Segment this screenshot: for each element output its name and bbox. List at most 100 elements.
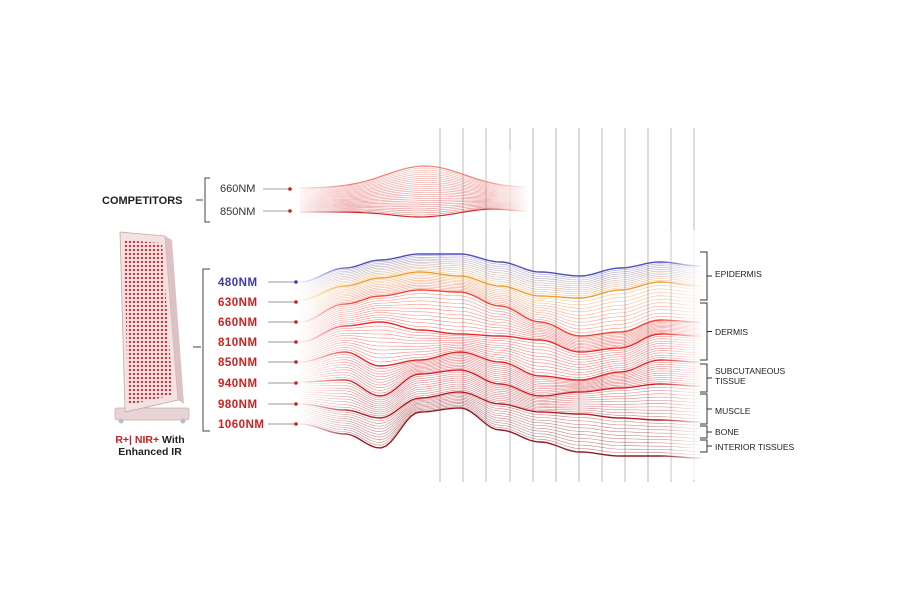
wavelength-labels: 480NM 630NM 660NM 810NM 850NM 940NM 980NM 1060N… [218,277,298,431]
wave-line [296,288,701,333]
wave-line [296,364,702,391]
red-light-panel-device [114,231,190,424]
wavelength-pointer-dot [294,360,298,364]
band-fade-left [296,230,356,480]
wave-line [296,385,702,413]
wavelength-label: 850NM [218,357,258,369]
wave-line [296,297,701,340]
band-fade-right [660,230,705,480]
competitor-fade-right [480,150,530,230]
wavelength-pointer-dot [294,402,298,406]
wavelength-label: 660NM [218,317,258,329]
wave-line [296,394,701,429]
wavelength-pointer-dot [294,422,298,426]
wave-line [296,391,701,423]
wave-line [296,401,701,446]
wave-line [295,332,702,360]
wave-line [296,351,701,381]
wave-line [296,368,701,395]
wavelength-label: 980NM [218,399,258,411]
wave-line [296,361,702,388]
wave-line [296,278,702,313]
wave-line [295,265,702,294]
wave-line-bottom [296,407,701,459]
wave-line [296,271,702,301]
wave-line [296,319,701,351]
layer-bracket [700,439,712,453]
layer-bracket [700,425,712,439]
device-caption-line2: Enhanced IR [118,446,182,458]
wave-line [296,293,702,338]
wavelength-pointer-dot [294,280,298,284]
wave-line [296,281,701,319]
wave-line [296,273,702,303]
competitor-arrows [263,187,292,213]
wavelength-pointer-dot [294,381,298,385]
layer-bracket [700,393,712,425]
wavelength-label: 1060NM [218,419,264,431]
wave-line [296,389,701,419]
wave-line [296,353,702,382]
wave-line [296,344,701,373]
layer-label: INTERIOR TISSUES [715,442,795,452]
wave-line [296,258,702,288]
wave-line [296,359,701,386]
wavelength-label: 630NM [218,297,258,309]
wave-line [295,356,701,384]
wave-line [296,275,701,306]
wave-line [296,404,702,452]
wave-line [296,406,701,455]
wave-line [296,387,702,416]
wave-line [296,329,701,358]
wave-line [296,383,701,411]
wave-line [295,300,701,341]
wavelength-pointer-dot [294,340,298,344]
vertical-grid-lines [439,128,695,482]
wave-line [296,366,701,393]
layer-label: BONE [715,427,739,437]
wave-line [296,307,702,344]
wavelength-wave-bands [295,253,702,459]
wave-line [296,255,702,284]
wave-line [295,270,702,299]
wave-line [296,260,702,289]
wave-line [296,309,701,345]
wave-line [296,397,702,436]
wave-line [296,289,701,337]
wave-line [296,393,702,426]
wavelength-pointer-dot [294,300,298,304]
wave-line [296,284,702,326]
layer-label: MUSCLE [715,406,751,416]
wave-line [296,321,701,353]
layer-label: DERMIS [715,327,748,337]
wave-line [296,363,702,389]
wave-line [296,342,701,371]
wave-line [296,276,702,309]
wave-line [296,261,702,291]
wave-line [296,257,702,286]
wave-line [296,358,701,385]
wave-line [296,314,702,348]
competitor-wavelength-660: 660NM [220,183,255,195]
wavelength-label: 810NM [218,337,258,349]
layer-label-line2: TISSUE [715,376,746,386]
wave-line [296,379,702,407]
wave-line [296,337,701,365]
wave-line [296,335,702,363]
wave-line [296,399,702,439]
wave-line [296,396,701,433]
wavelengths-bracket [193,268,210,432]
wave-line [296,375,701,403]
wave-line [296,373,701,401]
competitors-title: COMPETITORS [102,195,182,207]
competitor-wavelength-850: 850NM [220,206,255,218]
wave-line [296,369,701,397]
wave-line [296,371,702,399]
layer-bracket [700,302,712,361]
wave-line [296,339,702,368]
wave-line [296,312,701,347]
competitor-fade-left [290,150,350,230]
wavelength-label: 940NM [218,378,258,390]
wave-line [296,400,701,442]
